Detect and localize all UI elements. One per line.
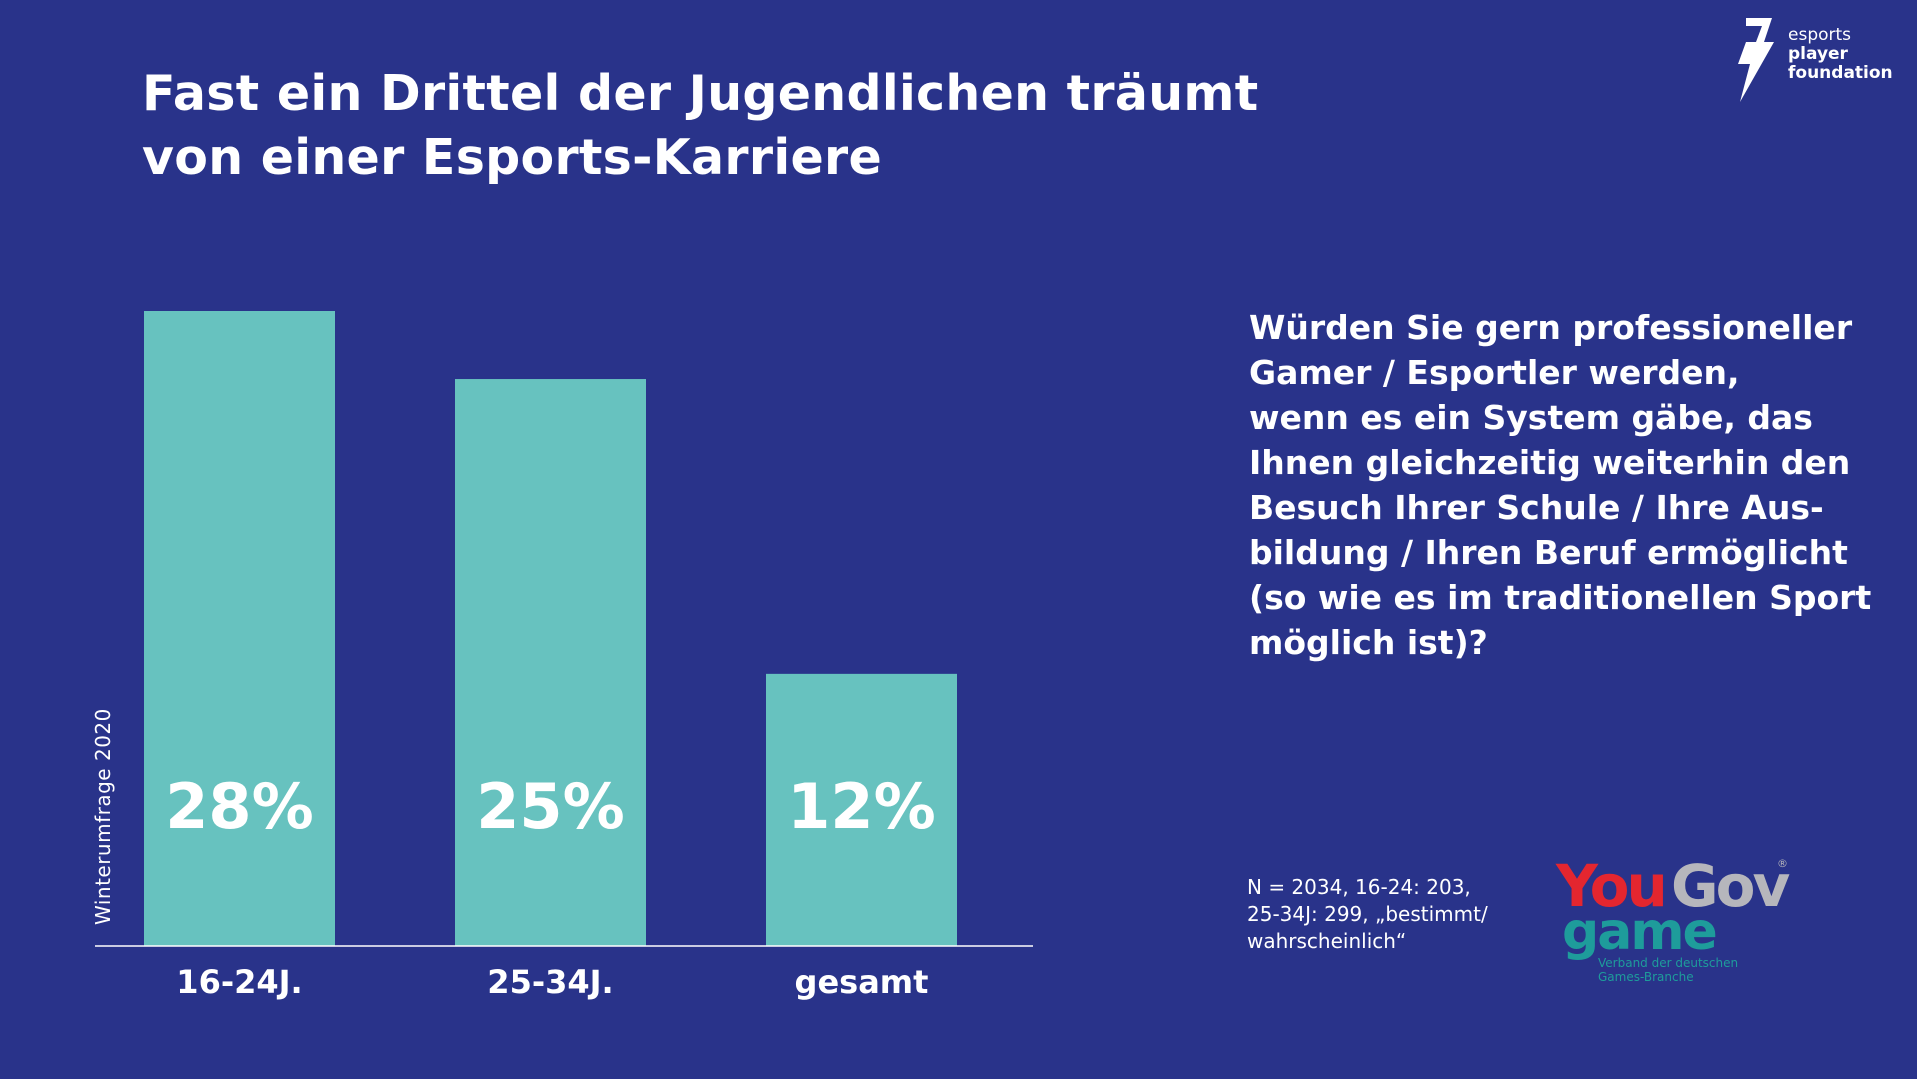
logo-you: You (1556, 852, 1668, 920)
x-tick-label-3: gesamt (795, 963, 929, 1001)
question-line-7: (so wie es im traditionellen Sport (1249, 578, 1872, 617)
question-line-8: möglich ist)? (1249, 623, 1488, 662)
bar-3 (766, 673, 957, 946)
question-line-6: bildung / Ihren Beruf ermöglicht (1249, 533, 1848, 572)
yougov-game-logo: You Gov ® game Verband der deutschen Gam… (1556, 852, 1796, 988)
logo-registered-mark: ® (1777, 857, 1788, 870)
question-line-4: Ihnen gleichzeitig weiterhin den (1249, 443, 1851, 482)
bar-value-label-2: 25% (476, 770, 624, 843)
bar-value-label-3: 12% (787, 770, 935, 843)
x-tick-label-1: 16-24J. (176, 963, 302, 1001)
logo-game: game (1562, 902, 1718, 962)
logo-gov: Gov (1671, 852, 1790, 920)
logo-word-esports: esports (1788, 25, 1852, 45)
sample-note: N = 2034, 16-24: 203, 25-34J: 299, „best… (1247, 874, 1577, 955)
survey-question: Würden Sie gern professioneller Gamer / … (1249, 305, 1889, 665)
logo-word-player: player (1788, 44, 1848, 64)
question-line-2: Gamer / Esportler werden, (1249, 353, 1740, 392)
bar-1 (144, 311, 335, 946)
chart-title: Fast ein Drittel der Jugendlichen träumt… (142, 62, 1292, 190)
title-line-1: Fast ein Drittel der Jugendlichen träumt (142, 65, 1259, 122)
logo-sub-line-2: Games-Branche (1598, 970, 1694, 984)
bolt-icon (1738, 18, 1774, 102)
bar-value-label-1: 28% (165, 770, 313, 843)
logo-wordmark: esports player foundation (1788, 26, 1893, 83)
x-tick-labels: 16-24J. 25-34J. gesamt (176, 963, 928, 1001)
note-line-3: wahrscheinlich“ (1247, 929, 1407, 953)
note-line-1: N = 2034, 16-24: 203, (1247, 875, 1471, 899)
logo-word-foundation: foundation (1788, 63, 1893, 83)
title-line-2: von einer Esports-Karriere (142, 129, 882, 186)
note-line-2: 25-34J: 299, „bestimmt/ (1247, 902, 1488, 926)
question-line-5: Besuch Ihrer Schule / Ihre Aus- (1249, 488, 1824, 527)
logo-game-subtitle: Verband der deutschen Games-Branche (1598, 956, 1738, 984)
logo-sub-line-1: Verband der deutschen (1598, 956, 1739, 970)
question-line-1: Würden Sie gern professioneller (1249, 308, 1853, 347)
esports-player-foundation-logo: esports player foundation (1736, 18, 1911, 102)
bar-group: 28% 25% 12% (144, 311, 957, 946)
question-line-3: wenn es ein System gäbe, das (1249, 398, 1813, 437)
x-tick-label-2: 25-34J. (487, 963, 613, 1001)
bar-2 (455, 379, 646, 946)
